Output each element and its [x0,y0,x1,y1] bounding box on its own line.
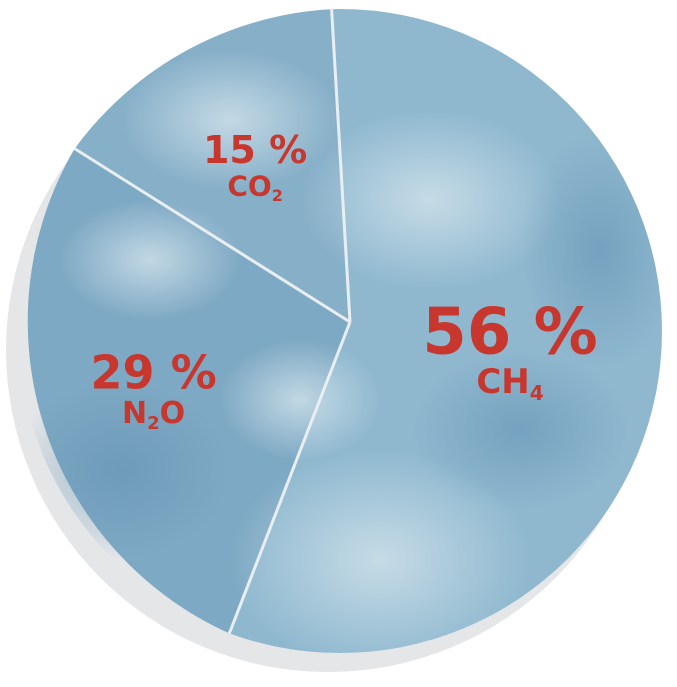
slice-gas-label: CH4 [476,362,543,405]
slice-divider-0 [330,9,352,323]
slice-gas-label: CO2 [227,169,282,205]
slice-divider-1 [227,321,352,634]
slice-dividers [73,9,352,634]
slice-percent-label: 15 % [203,128,307,172]
slice-labels: 56 %CH4 29 %N2O 15 %CO2 [91,128,598,434]
cloud-texture [18,50,662,653]
slice-percent-label: 29 % [91,345,217,399]
slice-percent-label: 56 % [422,296,597,370]
slice-divider-2 [73,147,351,324]
slice-gas-label: N2O [122,396,185,434]
